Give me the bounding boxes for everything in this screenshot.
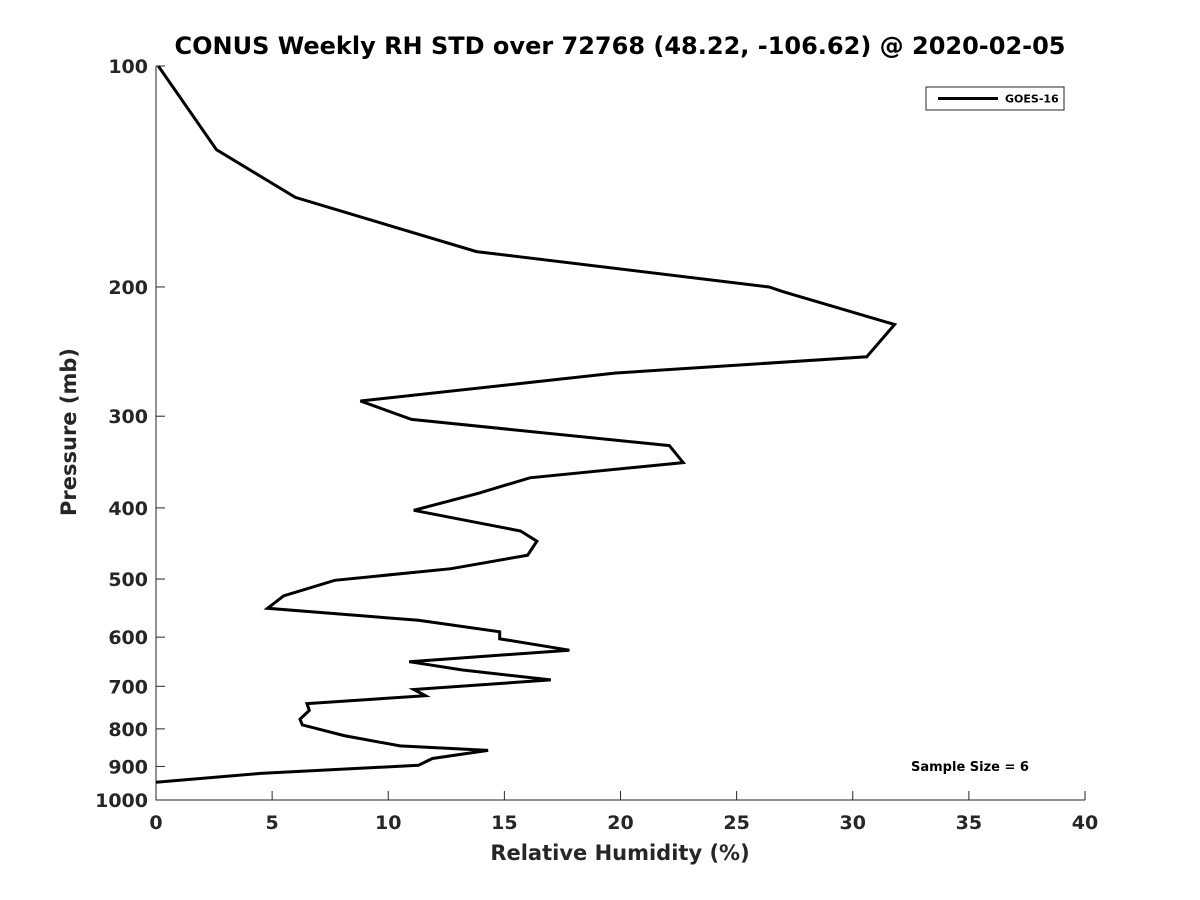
x-axis-label: Relative Humidity (%)	[490, 841, 749, 865]
y-tick-label: 200	[108, 277, 148, 299]
x-tick-label: 10	[375, 812, 401, 834]
legend: GOES-16	[925, 86, 1065, 111]
chart-title: CONUS Weekly RH STD over 72768 (48.22, -…	[174, 32, 1065, 60]
plot-area: 0 5 10 15 20 25 30 35 40 100 200 300 400 500 600 700 80…	[95, 56, 1098, 834]
y-tick-label: 900	[108, 756, 148, 778]
y-tick-label: 1000	[95, 790, 148, 812]
y-tick-label: 700	[108, 676, 148, 698]
x-tick-label: 5	[266, 812, 279, 834]
series-line-goes-16	[155, 65, 898, 784]
y-tick-label: 300	[108, 406, 148, 428]
sample-size-annotation: Sample Size = 6	[911, 760, 1029, 775]
x-axis-ticks: 0 5 10 15 20 25 30 35 40	[149, 791, 1098, 834]
y-tick-label: 100	[108, 56, 148, 78]
x-tick-label: 40	[1072, 812, 1098, 834]
x-tick-label: 15	[491, 812, 517, 834]
x-tick-label: 0	[149, 812, 162, 834]
y-tick-label: 800	[108, 719, 148, 741]
x-tick-label: 25	[723, 812, 749, 834]
y-tick-label: 500	[108, 569, 148, 591]
y-axis-label: Pressure (mb)	[57, 348, 81, 516]
y-tick-label: 600	[108, 627, 148, 649]
x-tick-label: 35	[956, 812, 982, 834]
legend-label-goes-16: GOES-16	[1005, 93, 1059, 106]
y-axis-ticks: 100 200 300 400 500 600 700 800 900 1000	[95, 56, 165, 812]
x-tick-label: 20	[607, 812, 633, 834]
x-tick-label: 30	[840, 812, 866, 834]
y-tick-label: 400	[108, 498, 148, 520]
